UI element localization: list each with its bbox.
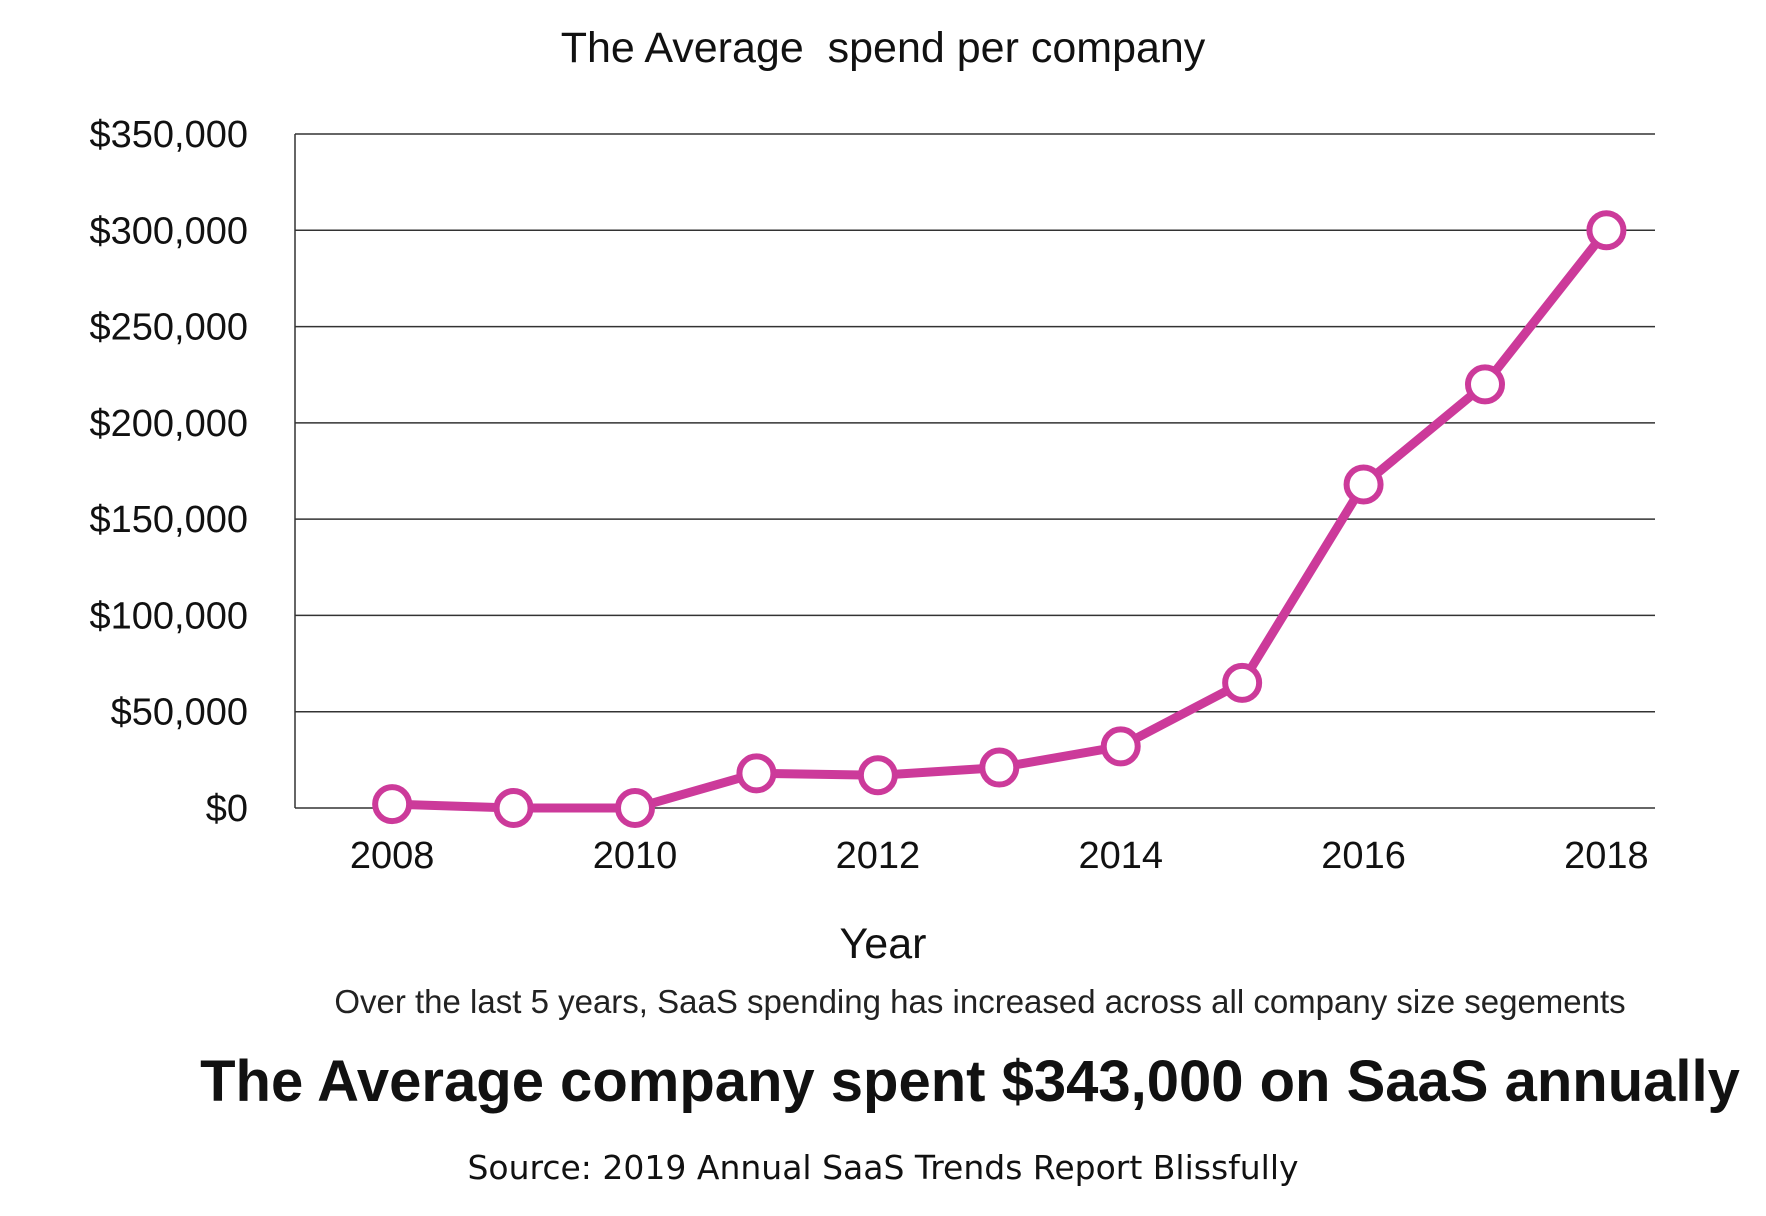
y-tick-label: $300,000 [90, 210, 249, 252]
data-point [857, 755, 898, 796]
data-point [1465, 364, 1505, 405]
y-axis: $0 $50,000 $100,000 $150,000 $200,000 $250,00… [90, 114, 249, 830]
data-point [979, 747, 1020, 788]
y-tick-label: $250,000 [90, 307, 249, 349]
gridlines [294, 133, 1655, 809]
y-tick-label: $50,000 [111, 692, 248, 734]
data-point [1586, 210, 1627, 251]
y-tick-label: $200,000 [90, 403, 249, 445]
x-tick-label: 2016 [1321, 835, 1406, 877]
x-tick-label: 2012 [836, 835, 921, 877]
x-tick-label: 2018 [1564, 835, 1649, 877]
headline: The Average company spent $343,000 on Sa… [200, 1049, 1740, 1114]
data-point [736, 753, 777, 794]
y-tick-label: $350,000 [90, 114, 249, 156]
data-point [1100, 726, 1141, 767]
chart-subtitle: Over the last 5 years, SaaS spending has… [334, 983, 1626, 1020]
data-point [1222, 662, 1263, 703]
marker-layer [372, 210, 1627, 828]
chart-title: The Average spend per company [560, 24, 1206, 72]
y-tick-label: $150,000 [90, 499, 249, 541]
x-tick-label: 2010 [593, 835, 678, 877]
x-axis-title: Year [839, 920, 927, 968]
data-point [1343, 464, 1384, 505]
data-point [615, 788, 655, 828]
x-tick-label: 2014 [1078, 835, 1163, 877]
x-tick-label: 2008 [350, 835, 435, 877]
y-tick-label: $0 [206, 788, 248, 830]
x-axis: 2008 2010 2012 2014 2016 2018 [350, 835, 1649, 877]
data-point [372, 784, 413, 825]
data-point [493, 788, 534, 828]
y-tick-label: $100,000 [90, 595, 249, 637]
source-note: Source: 2019 Annual SaaS Trends Report B… [467, 1148, 1299, 1187]
